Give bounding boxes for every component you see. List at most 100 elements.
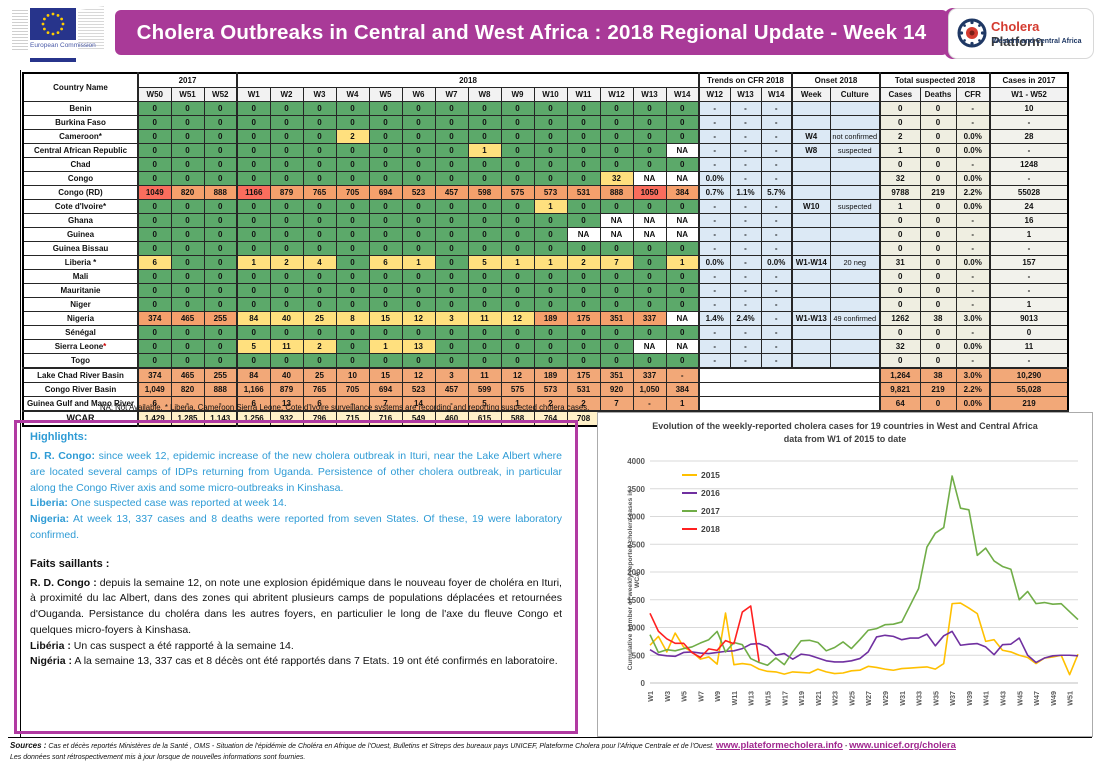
- week-value-cell: 457: [434, 185, 469, 200]
- table-row: Chad 0 0 0 0 0 0 0 0 0 0 0 0 0 0 0 0 0- - -0 0-1248: [22, 157, 1069, 172]
- total-cell: 3.0%: [955, 311, 991, 326]
- week-value-cell: 0: [335, 283, 370, 298]
- x-tick-label: W45: [1015, 691, 1024, 706]
- summary-week-cell: 40: [269, 367, 304, 383]
- summary-total-cell: 0.0%: [955, 396, 991, 412]
- week-value-cell: 0: [500, 115, 535, 130]
- onset-week-cell: [791, 269, 831, 284]
- week-value-cell: 0: [137, 227, 172, 242]
- x-tick-label: W5: [680, 691, 689, 702]
- country-name-cell: Guinea: [22, 227, 139, 242]
- onset-culture-cell: [829, 269, 881, 284]
- trend-cfr-cell: 2.4%: [729, 311, 762, 326]
- week-col-header: W11: [566, 87, 601, 102]
- week-value-cell: 0: [203, 101, 238, 116]
- week-value-cell: 0: [269, 171, 304, 186]
- table-group-header-row: Country Name 2017 2018 Trends on CFR 2018 On…: [22, 72, 1069, 102]
- highlight-item-liberia-en: Liberia: One suspected case was reported…: [30, 497, 287, 510]
- week-value-cell: 0: [302, 297, 337, 312]
- onset-culture-cell: [829, 283, 881, 298]
- week-value-cell: 0: [269, 199, 304, 214]
- total-cell: 1262: [879, 311, 921, 326]
- total-cell: 38: [919, 311, 957, 326]
- eu-flag-icon: [30, 8, 76, 40]
- total-cell: 0: [879, 101, 921, 116]
- table-footnote: NA: Not Available. * Liberia, Cameroon S…: [100, 403, 590, 412]
- summary-total-cell: 9,821: [879, 382, 921, 397]
- european-commission-logo: European Commission: [12, 6, 116, 64]
- week-value-cell: 0: [269, 241, 304, 256]
- week-value-cell: 0: [434, 339, 469, 354]
- week-value-cell: 351: [599, 311, 634, 326]
- onset-culture-cell: suspected: [829, 143, 881, 158]
- total-cell: 0: [879, 241, 921, 256]
- x-tick-label: W19: [797, 691, 806, 706]
- summary-cases-2017-cell: 10,290: [989, 367, 1069, 383]
- week-value-cell: 0: [500, 213, 535, 228]
- unicef-cholera-link[interactable]: www.unicef.org/cholera: [849, 740, 956, 751]
- week-value-cell: 0: [269, 283, 304, 298]
- week-value-cell: 0: [368, 241, 403, 256]
- week-value-cell: 0: [269, 129, 304, 144]
- summary-week-cell: 15: [368, 367, 403, 383]
- week-value-cell: 0: [368, 283, 403, 298]
- week-value-cell: 0: [203, 143, 238, 158]
- total-cell: 0: [919, 241, 957, 256]
- week-value-cell: 0: [533, 339, 568, 354]
- trend-week-col-header: W13: [729, 87, 762, 102]
- onset-week-cell: [791, 339, 831, 354]
- week-value-cell: 0: [137, 199, 172, 214]
- total-cell: 9788: [879, 185, 921, 200]
- week-value-cell: 1: [533, 255, 568, 270]
- plateformecholera-link[interactable]: www.plateformecholera.info: [716, 740, 843, 751]
- page-frame-bottom-line: [8, 737, 1092, 738]
- onset-week-cell: [791, 227, 831, 242]
- total-cell: 0.0%: [955, 339, 991, 354]
- week-col-header: W51: [170, 87, 205, 102]
- week-value-cell: 0: [302, 353, 337, 369]
- week-value-cell: 0: [368, 353, 403, 369]
- x-tick-label: W29: [881, 691, 890, 706]
- week-value-cell: 0: [599, 101, 634, 116]
- week-value-cell: 0: [170, 269, 205, 284]
- week-value-cell: 1: [401, 255, 436, 270]
- week-value-cell: 0: [335, 325, 370, 340]
- week-value-cell: 0: [665, 157, 700, 172]
- table-row: Benin 0 0 0 0 0 0 0 0 0 0 0 0 0 0 0 0 0- - -0 0-10: [22, 101, 1069, 116]
- week-value-cell: 879: [269, 185, 304, 200]
- week-value-cell: 0: [401, 129, 436, 144]
- week-value-cell: 523: [401, 185, 436, 200]
- week-value-cell: 0: [599, 199, 634, 214]
- week-col-header: W2: [269, 87, 304, 102]
- total-cell: 0: [919, 143, 957, 158]
- chart-line-2016: [649, 630, 1079, 664]
- x-tick-label: W17: [780, 691, 789, 706]
- cases-2017-cell: -: [989, 353, 1069, 369]
- week-value-cell: 0: [566, 269, 601, 284]
- week-value-cell: 0: [500, 101, 535, 116]
- legend-label-2018: 2018: [701, 524, 720, 534]
- week-value-cell: 0: [236, 325, 271, 340]
- week-value-cell: 0: [269, 297, 304, 312]
- week-value-cell: 0: [236, 297, 271, 312]
- total-cell: 0.0%: [955, 171, 991, 186]
- onset-week-cell: W8: [791, 143, 831, 158]
- summary-week-cell: 351: [599, 367, 634, 383]
- week-value-cell: 0: [599, 283, 634, 298]
- week-value-cell: NA: [632, 213, 667, 228]
- y-tick-label: 2000: [627, 568, 645, 577]
- week-value-cell: 0: [368, 143, 403, 158]
- onset-culture-cell: not confirmed: [829, 129, 881, 144]
- table-row: Liberia * 6 0 0 1 2 4 0 6 1 0 5 1 1 2 7 0 1 0.0% -0.0% W1-W1…: [22, 255, 1069, 270]
- total-cell: 0.0%: [955, 143, 991, 158]
- week-value-cell: 0: [368, 129, 403, 144]
- week-value-cell: 531: [566, 185, 601, 200]
- week-value-cell: 2: [302, 339, 337, 354]
- week-value-cell: 0: [533, 283, 568, 298]
- week-value-cell: 12: [401, 311, 436, 326]
- week-value-cell: 0: [500, 199, 535, 214]
- week-value-cell: 0: [401, 115, 436, 130]
- week-value-cell: 705: [335, 185, 370, 200]
- table-row: Mali 0 0 0 0 0 0 0 0 0 0 0 0 0 0 0 0 0- - -0 0- -: [22, 269, 1069, 284]
